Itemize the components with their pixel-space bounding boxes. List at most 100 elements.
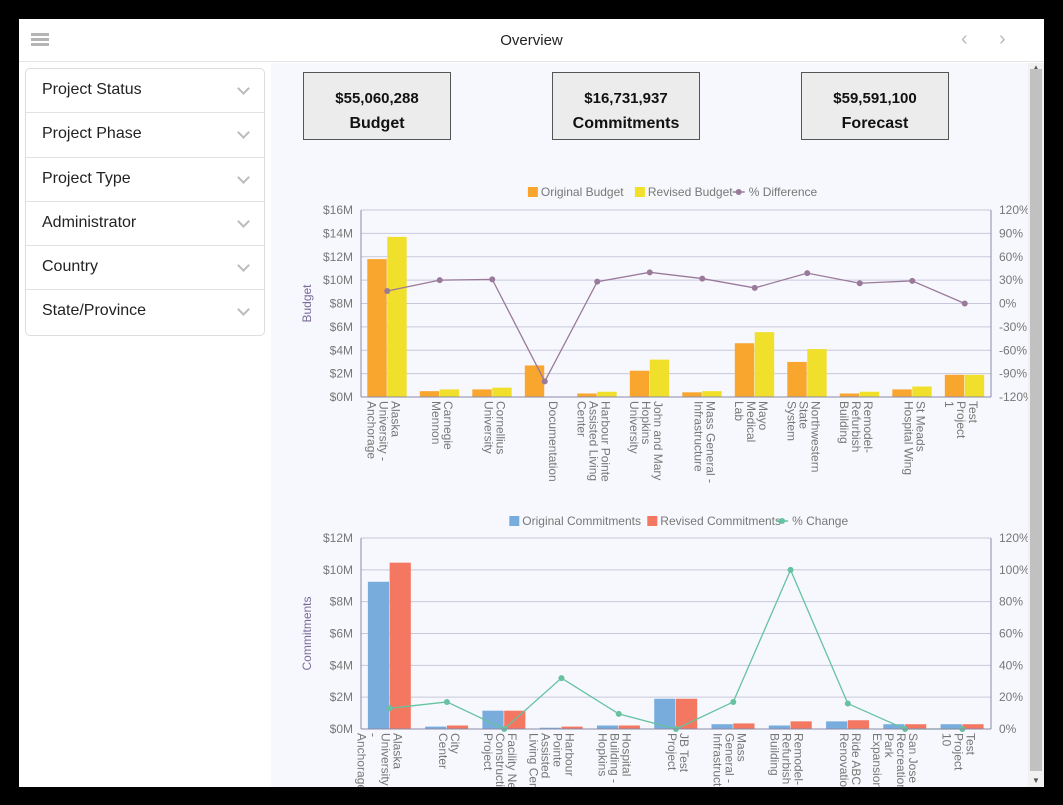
line-point — [436, 277, 443, 284]
x-tick-line: Building - — [608, 733, 622, 783]
x-tick-line: Assisted Living — [586, 401, 600, 481]
x-tick-line: JB Test — [677, 733, 691, 773]
bar-original-commitments — [482, 710, 504, 729]
bar-revised-budget — [912, 386, 932, 397]
y2-tick-label: 120% — [999, 203, 1028, 217]
x-tick-line: San Jose — [906, 733, 920, 783]
title-bar: Overview ‹ › — [19, 19, 1044, 62]
bar-revised-budget — [807, 349, 827, 397]
y2-tick-label: 90% — [999, 226, 1023, 240]
x-tick-line: Project — [481, 733, 495, 771]
x-tick-line: St Meads — [913, 401, 927, 452]
line-point — [909, 277, 916, 284]
x-tick-line: University — [627, 401, 641, 454]
y-tick-label: $4M — [330, 343, 353, 357]
filter-project-phase[interactable]: Project Phase — [26, 113, 264, 158]
x-tick-line: Mayo — [756, 401, 770, 431]
y2-tick-label: 20% — [999, 690, 1023, 704]
x-tick-label: TestProject1 — [942, 401, 980, 439]
chevron-left-icon[interactable]: ‹ — [961, 28, 968, 50]
x-tick-line: State — [796, 401, 810, 429]
y-tick-label: $8M — [330, 595, 353, 609]
x-tick-line: Anchorage — [355, 733, 369, 787]
vertical-scrollbar[interactable]: ▲ ▼ — [1028, 63, 1044, 787]
bar-revised-budget — [702, 391, 722, 397]
bar-original-budget — [524, 365, 545, 397]
bar-original-budget — [787, 361, 807, 397]
x-tick-line: Test — [963, 733, 977, 756]
hamburger-menu-icon[interactable] — [31, 33, 49, 47]
filter-label: State/Province — [42, 302, 147, 320]
commitments-chart: Original Commitments Revised Commitments%… — [300, 514, 1028, 787]
bar-revised-budget — [964, 374, 985, 397]
filter-project-type[interactable]: Project Type — [26, 158, 264, 202]
y-tick-label: $8M — [330, 297, 353, 311]
x-tick-label: John and MaryHopkinsUniversity — [627, 401, 665, 480]
x-tick-line: Lab — [732, 401, 746, 421]
filter-administrator[interactable]: Administrator — [26, 202, 264, 247]
bar-revised-commitments — [561, 726, 583, 729]
chevron-down-icon — [237, 82, 250, 95]
scroll-up-icon[interactable]: ▲ — [1032, 63, 1040, 72]
line-point — [646, 269, 653, 276]
bar-revised-budget — [859, 391, 880, 397]
x-tick-line: Alaska — [391, 733, 405, 769]
kpi-forecast: $59,591,100 Forecast — [801, 72, 949, 140]
legend-marker — [779, 518, 786, 524]
x-tick-label: St MeadsHospital Wing — [901, 401, 927, 475]
budget-chart: Original Budget Revised Budget % Differenc… — [300, 185, 1028, 483]
page-title: Overview — [500, 32, 563, 49]
legend-label: Revised Budget — [648, 185, 733, 199]
bar-original-commitments — [883, 724, 905, 729]
bar-revised-commitments — [733, 723, 755, 729]
bar-revised-commitments — [618, 725, 640, 729]
line-point — [804, 270, 811, 277]
x-tick-line: Harbour — [562, 733, 576, 776]
x-tick-line: University — [481, 401, 495, 454]
filter-country[interactable]: Country — [26, 246, 264, 291]
chevron-right-icon[interactable]: › — [999, 28, 1006, 50]
y2-tick-label: -120% — [999, 390, 1028, 404]
x-tick-line: Northwestern — [808, 401, 822, 472]
y2-tick-label: 30% — [999, 273, 1023, 287]
x-tick-line: Building — [768, 733, 782, 776]
scrollbar-thumb[interactable] — [1030, 69, 1042, 771]
legend-label: Original Commitments — [522, 514, 641, 528]
x-tick-label: Documentation — [546, 401, 560, 482]
bar-revised-budget — [649, 359, 670, 397]
x-tick-label: CarnegieMennon — [429, 401, 455, 450]
bar-revised-budget — [439, 389, 460, 397]
scroll-down-icon[interactable]: ▼ — [1032, 776, 1040, 785]
bar-revised-budget — [492, 387, 512, 397]
legend-label: Revised Commitments — [660, 514, 781, 528]
bar-original-commitments — [940, 724, 962, 729]
x-tick-line: Anchorage — [364, 401, 378, 459]
filter-state-province[interactable]: State/Province — [26, 290, 264, 334]
y2-tick-label: 80% — [999, 595, 1023, 609]
line-point — [541, 378, 548, 385]
bar-original-budget — [682, 392, 702, 397]
x-tick-line: Ride ABC — [849, 733, 863, 785]
x-tick-label: Harbour PointeAssisted LivingCenter — [574, 401, 612, 482]
filter-project-status[interactable]: Project Status — [26, 69, 264, 114]
x-tick-line: Cornellius — [493, 401, 507, 454]
x-tick-label: NorthwesternStateSystem — [784, 401, 822, 472]
bar-original-budget — [419, 391, 440, 397]
x-tick-label: San JoseRecreationParkExpansion — [870, 733, 920, 787]
filter-sidebar: Project Status Project Phase Project Typ… — [25, 68, 265, 336]
kpi-budget: $55,060,288 Budget — [303, 72, 451, 140]
y-tick-label: $10M — [323, 273, 353, 287]
x-tick-line: Remodel- — [861, 401, 875, 453]
kpi-label: Commitments — [572, 115, 680, 132]
bar-original-budget — [629, 370, 650, 397]
filter-label: Administrator — [42, 213, 137, 231]
bar-original-commitments — [367, 581, 390, 729]
bar-revised-commitments — [962, 724, 984, 729]
legend-label: % Change — [792, 514, 848, 528]
line-point — [751, 284, 758, 291]
x-tick-line: Documentation — [546, 401, 560, 482]
x-tick-line: Test — [966, 401, 980, 424]
x-tick-line: Medical — [744, 401, 758, 442]
x-tick-label: Remodel-RefurbishBuilding — [837, 401, 875, 453]
x-tick-line: Carnegie — [441, 401, 455, 450]
